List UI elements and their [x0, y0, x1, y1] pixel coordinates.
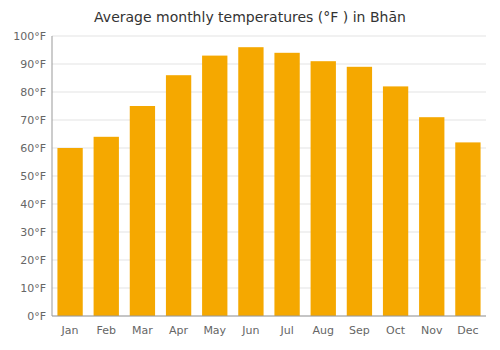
y-tick-label: 50°F [20, 170, 46, 183]
x-tick-label: Apr [169, 324, 189, 337]
grid-line [52, 92, 486, 93]
x-tick-label: Aug [313, 324, 334, 337]
chart-container: Average monthly temperatures (°F ) in Bh… [0, 0, 500, 350]
y-tick-label: 40°F [20, 198, 46, 211]
bar [347, 67, 372, 316]
chart: Average monthly temperatures (°F ) in Bh… [0, 0, 500, 350]
x-tick-label: Dec [457, 324, 478, 337]
title: Average monthly temperatures (°F ) in Bh… [94, 9, 406, 25]
y-tick-label: 70°F [20, 114, 46, 127]
x-tick-label: Sep [349, 324, 370, 337]
x-tick-label: Jun [241, 324, 259, 337]
bar [130, 106, 155, 316]
y-tick-label: 80°F [20, 86, 46, 99]
x-tick-label: Jul [279, 324, 293, 337]
x-tick-label: Jan [61, 324, 79, 337]
bar [455, 142, 480, 316]
y-tick-label: 0°F [27, 310, 46, 323]
bar [238, 47, 263, 316]
grid-line [52, 316, 486, 317]
bars [57, 47, 480, 316]
bar [94, 137, 119, 316]
y-axis-line [52, 36, 53, 316]
bar [419, 117, 444, 316]
y-grid [52, 36, 486, 316]
y-tick-label: 100°F [13, 30, 46, 43]
x-tick-label: Oct [386, 324, 406, 337]
y-tick-label: 30°F [20, 226, 46, 239]
bar [311, 61, 336, 316]
x-tick-label: May [203, 324, 226, 337]
bar [274, 53, 299, 316]
bar [57, 148, 82, 316]
grid-line [52, 64, 486, 65]
x-tick-label: Mar [132, 324, 153, 337]
x-axis-line [52, 316, 486, 317]
bar [166, 75, 191, 316]
grid-line [52, 36, 486, 37]
x-tick-label: Feb [97, 324, 116, 337]
bar [202, 56, 227, 316]
y-tick-label: 90°F [20, 58, 46, 71]
bar [383, 86, 408, 316]
y-tick-label: 10°F [20, 282, 46, 295]
x-tick-label: Nov [421, 324, 443, 337]
y-tick-label: 20°F [20, 254, 46, 267]
y-tick-label: 60°F [20, 142, 46, 155]
